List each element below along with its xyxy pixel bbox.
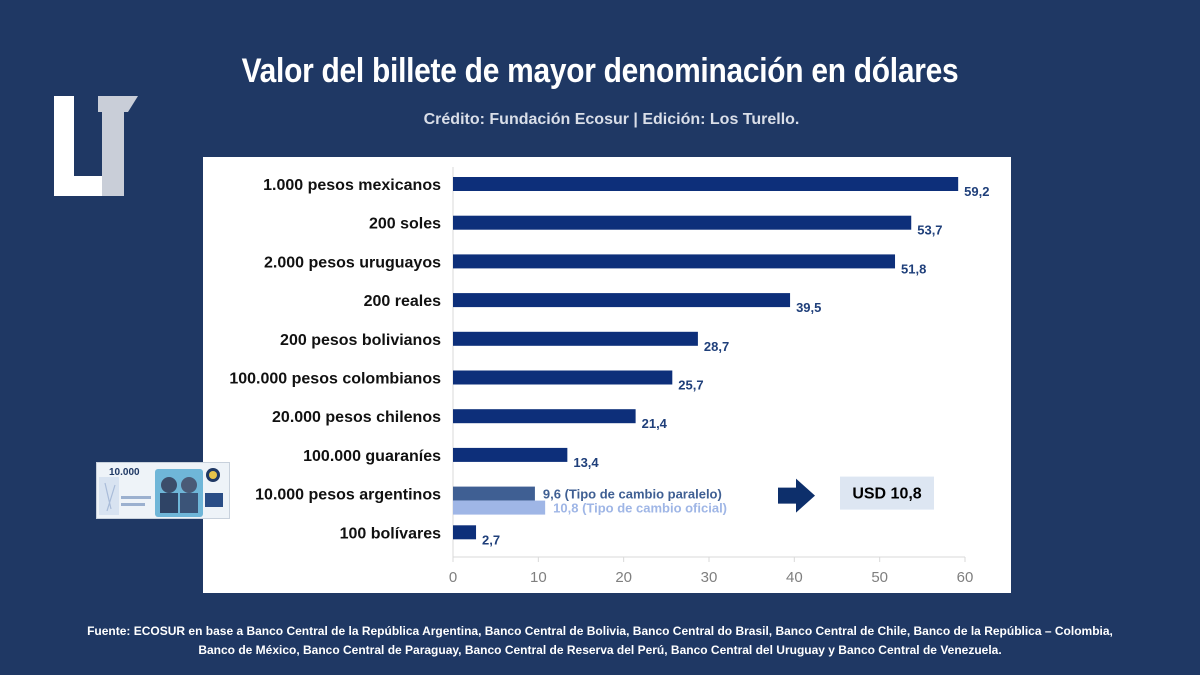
bar [453, 331, 698, 346]
bar [453, 525, 477, 540]
chart-title: Valor del billete de mayor denominación … [241, 52, 959, 90]
category-label: 1.000 pesos mexicanos [263, 177, 441, 194]
banknote-image: 10.000 [96, 462, 230, 519]
bar-value-label: 51,8 [901, 261, 926, 276]
callout-label: USD 10,8 [852, 486, 921, 503]
logo-left-bracket [54, 96, 104, 196]
brand-logo [54, 96, 138, 196]
footnote-line-1: Fuente: ECOSUR en base a Banco Central d… [87, 624, 1113, 638]
bar-parallel-label: 9,6 (Tipo de cambio paralelo) [543, 487, 722, 502]
x-tick-label: 10 [530, 569, 547, 586]
x-tick-label: 40 [786, 569, 803, 586]
banknote-denomination: 10.000 [109, 467, 140, 478]
x-tick-label: 30 [701, 569, 718, 586]
bar [453, 447, 568, 462]
bar-chart: 0 10 20 30 40 50 60 1.000 pesos mexicanos 59,2 20… [229, 167, 989, 586]
bar-value-label: 2,7 [482, 532, 500, 547]
category-label: 100 bolívares [340, 525, 442, 542]
bar-value-label: 39,5 [796, 300, 821, 315]
callout-box [840, 476, 934, 510]
x-tick-label: 0 [449, 569, 457, 586]
chart-subtitle: Crédito: Fundación Ecosur | Edición: Los… [423, 111, 800, 128]
chart-panel: 0 10 20 30 40 50 60 1.000 pesos mexicanos 59,2 20… [203, 157, 1011, 593]
bar [453, 293, 791, 308]
bar-value-label: 21,4 [642, 416, 668, 431]
bar [453, 370, 673, 385]
category-label: 10.000 pesos argentinos [255, 487, 441, 504]
bar-value-label: 28,7 [704, 339, 729, 354]
bar [453, 409, 636, 424]
x-tick-label: 60 [957, 569, 974, 586]
logo-right-bar [98, 96, 138, 196]
bar [453, 177, 959, 191]
bar-value-label: 59,2 [964, 184, 989, 199]
source-footnote: Fuente: ECOSUR en base a Banco Central d… [20, 622, 1180, 660]
bar-official-label: 10,8 (Tipo de cambio oficial) [553, 501, 727, 516]
category-label: 2.000 pesos uruguayos [264, 254, 441, 271]
bar-value-label: 13,4 [573, 455, 599, 470]
category-label: 200 pesos bolivianos [280, 332, 441, 349]
category-label: 100.000 pesos colombianos [229, 371, 441, 388]
x-tick-label: 20 [615, 569, 632, 586]
x-tick-label: 50 [871, 569, 888, 586]
category-label: 20.000 pesos chilenos [272, 409, 441, 426]
bar-value-label: 53,7 [917, 223, 942, 238]
category-label: 100.000 guaraníes [303, 448, 441, 465]
bar-official [453, 500, 546, 515]
bar [453, 254, 896, 269]
bar [453, 215, 912, 230]
category-label: 200 reales [364, 293, 442, 310]
arrow-icon [778, 478, 815, 513]
footnote-line-2: Banco de México, Banco Central de Paragu… [198, 643, 1002, 657]
bar-parallel [453, 486, 535, 501]
category-label: 200 soles [369, 216, 441, 233]
bar-value-label: 25,7 [678, 378, 703, 393]
